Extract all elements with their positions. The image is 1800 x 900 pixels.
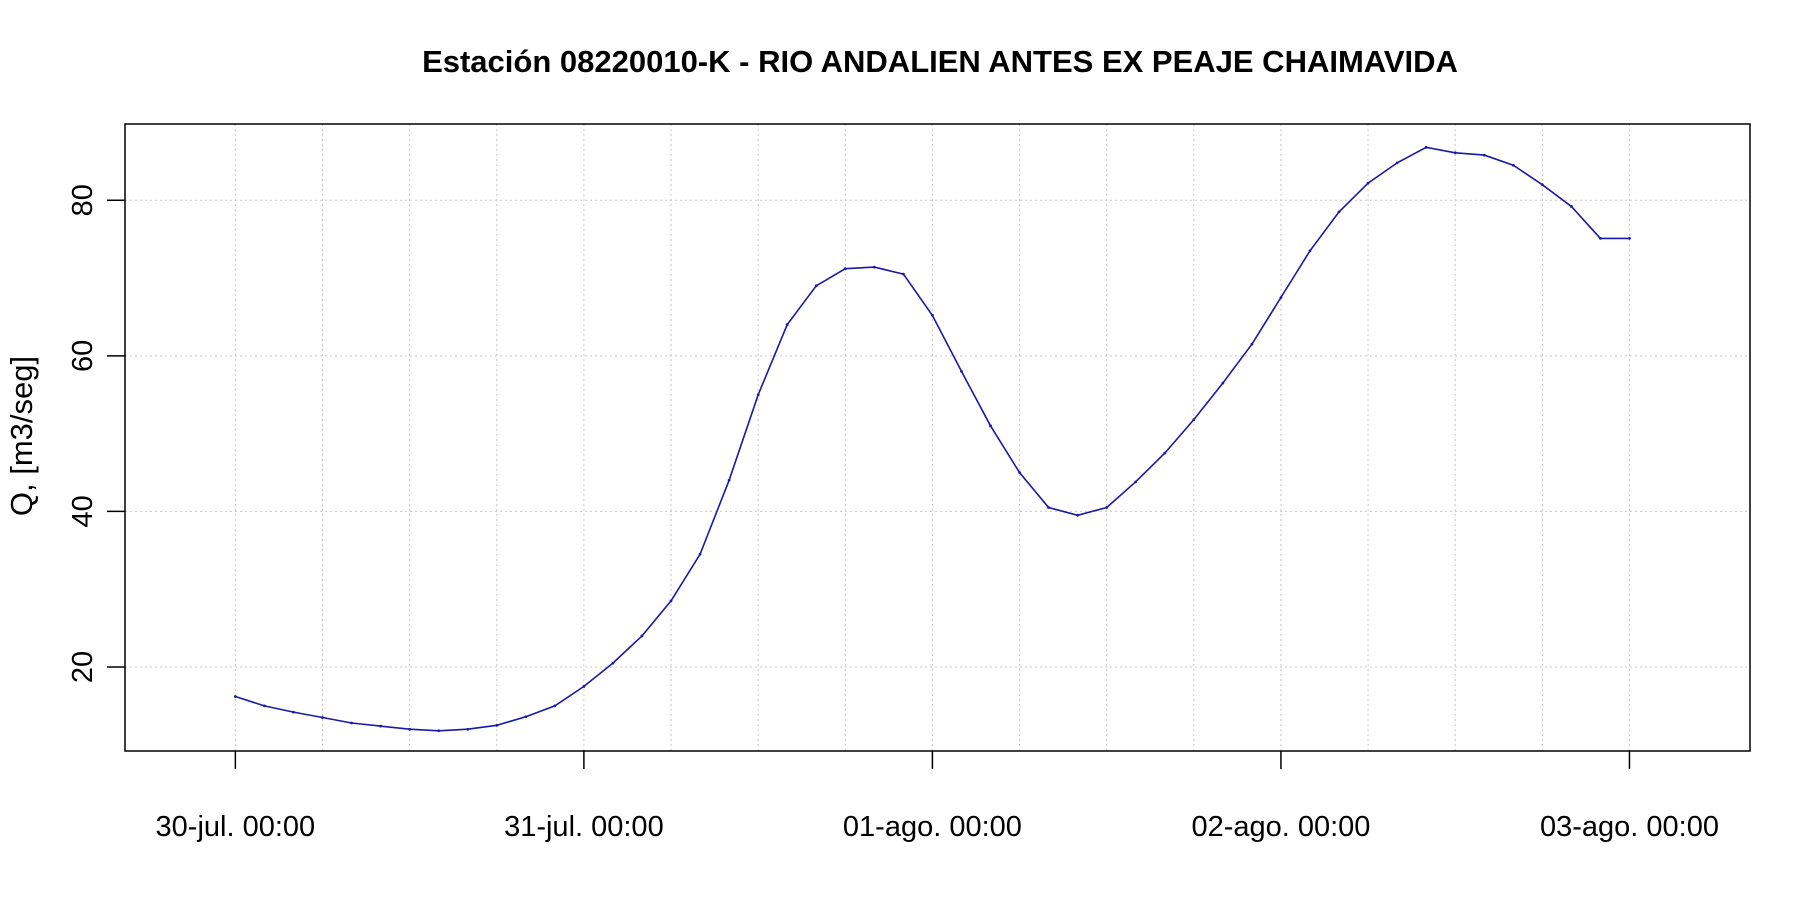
data-point (495, 723, 499, 727)
data-point (1134, 480, 1138, 484)
plot-frame (124, 123, 1751, 752)
data-point (960, 369, 963, 373)
data-point (1599, 236, 1602, 240)
data-point (292, 710, 295, 714)
data-point (843, 267, 847, 271)
data-point (582, 685, 586, 688)
x-tick-label: 30-jul. 00:00 (156, 811, 316, 843)
data-point (901, 272, 905, 276)
series-layer (233, 145, 1631, 733)
data-point (1308, 249, 1312, 253)
y-tick-label: 60 (67, 340, 99, 372)
data-point (1540, 183, 1544, 187)
data-point (466, 727, 470, 731)
data-point (1628, 236, 1631, 240)
chart-title: Estación 08220010-K - RIO ANDALIEN ANTES… (422, 44, 1458, 79)
data-point (437, 729, 441, 733)
data-point (1221, 381, 1225, 385)
data-point (1018, 471, 1021, 474)
data-point (1279, 296, 1283, 299)
axes: 30-jul. 00:00 31-jul. 00:00 01-ago. 00:00 0… (67, 184, 1719, 843)
x-tick-label: 02-ago. 00:00 (1191, 811, 1370, 843)
data-point (1250, 342, 1254, 346)
y-axis-label: Q, [m3/seg] (4, 356, 39, 516)
data-point (640, 634, 644, 638)
x-tick-label: 03-ago. 00:00 (1540, 811, 1719, 843)
data-point (1424, 145, 1428, 149)
data-point (669, 599, 673, 603)
data-point (553, 704, 557, 708)
data-point (1511, 163, 1515, 167)
data-point (756, 393, 760, 397)
data-point (263, 704, 266, 708)
data-point (1163, 451, 1167, 455)
data-point (1366, 181, 1370, 185)
data-point (1482, 153, 1486, 157)
data-point (611, 661, 615, 665)
data-point (989, 424, 992, 428)
data-point (1453, 151, 1457, 155)
data-point (814, 284, 818, 288)
y-tick-label: 20 (67, 651, 99, 683)
y-tick-label: 80 (67, 184, 99, 216)
grid-lines (125, 124, 1750, 751)
data-point (524, 715, 528, 719)
data-point (1105, 506, 1109, 509)
data-point (350, 721, 353, 725)
data-point (1076, 513, 1080, 517)
data-point (872, 265, 876, 269)
data-point (1192, 418, 1196, 422)
y-tick-label: 40 (67, 495, 99, 527)
data-point (1395, 161, 1399, 165)
data-point (1569, 205, 1573, 208)
data-point (785, 323, 789, 327)
data-point (379, 724, 382, 728)
data-point (698, 552, 702, 556)
data-point (1047, 506, 1050, 509)
data-point (727, 478, 731, 482)
x-tick-label: 31-jul. 00:00 (504, 811, 664, 843)
data-point (233, 695, 237, 698)
data-point (1337, 210, 1341, 214)
x-tick-label: 01-ago. 00:00 (843, 811, 1022, 843)
data-point (931, 313, 934, 317)
data-point (408, 727, 412, 731)
data-point (321, 716, 324, 719)
